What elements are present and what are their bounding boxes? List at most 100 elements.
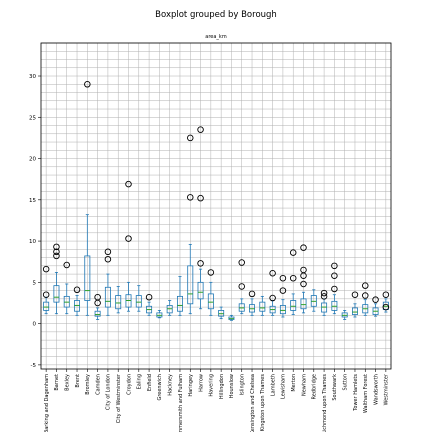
x-tick-label: Wandsworth — [373, 374, 379, 405]
chart-subtitle: area_km — [205, 34, 227, 40]
x-tick-label: Croydon — [126, 374, 132, 395]
flier-point — [238, 259, 245, 266]
flier-point — [145, 293, 153, 301]
flier-point — [104, 248, 112, 256]
flier-point — [248, 290, 256, 298]
plot-frame — [40, 42, 392, 370]
x-tick-label: Lambeth — [270, 374, 276, 396]
flier-point — [289, 274, 297, 282]
x-tick-label: Greenwich — [157, 374, 163, 401]
box — [84, 255, 91, 301]
flier-point — [300, 280, 307, 288]
box — [135, 295, 142, 308]
x-tick-label: Hammersmith and Fulham — [178, 374, 184, 432]
box — [104, 286, 111, 308]
x-tick-label: Redbridge — [312, 374, 318, 400]
x-tick-label: Waltham Forest — [363, 374, 369, 413]
flier-point — [197, 260, 204, 267]
x-tick-label: Bexley — [65, 374, 71, 391]
flier-point — [331, 262, 338, 270]
flier-point — [372, 296, 379, 303]
flier-point — [42, 291, 50, 298]
y-tick-label: 0 — [33, 322, 37, 328]
y-axis: -5 0 5 10 15 20 25 30 — [29, 74, 41, 369]
flier-point — [320, 293, 328, 300]
box — [187, 265, 194, 305]
x-tick-label: Barnet — [54, 374, 60, 391]
flier-point — [279, 287, 287, 294]
flier-point — [197, 194, 204, 202]
box — [290, 300, 297, 311]
flier-point — [207, 269, 215, 276]
y-tick-label: 30 — [29, 74, 36, 80]
y-tick-label: 10 — [29, 239, 36, 245]
x-tick-label: Haringey — [188, 374, 194, 397]
x-tick-label: Sutton — [342, 374, 348, 391]
flier-point — [362, 292, 369, 299]
flier-point — [104, 255, 112, 263]
flier-point — [269, 270, 276, 277]
box — [197, 281, 204, 300]
flier-point — [331, 272, 338, 279]
boxes — [42, 81, 390, 321]
flier-point — [289, 249, 297, 256]
y-tick-label: 15 — [29, 198, 36, 204]
x-tick-label: Camden — [95, 374, 101, 395]
flier-point — [187, 194, 194, 201]
x-tick-label: Hackney — [167, 374, 173, 396]
x-tick-label: City of London — [106, 374, 112, 410]
flier-point — [320, 289, 328, 297]
y-tick-label: 20 — [29, 157, 36, 163]
x-tick-label: Southwark — [332, 374, 338, 401]
flier-point — [187, 134, 194, 142]
x-axis: Barking and Dagenham Barnet Bexley Brent Bro… — [44, 369, 390, 432]
x-tick-label: Kingston upon Thames — [260, 374, 266, 432]
flier-point — [53, 252, 60, 260]
y-tick-label: 25 — [29, 115, 36, 121]
x-tick-label: Hounslow — [229, 374, 235, 398]
flier-point — [300, 266, 307, 274]
x-tick-label: Harrow — [198, 374, 204, 392]
chart-title: Boxplot grouped by Borough — [155, 10, 277, 20]
flier-point — [279, 274, 287, 282]
flier-point — [300, 244, 307, 251]
x-tick-label: Islington — [240, 374, 246, 395]
x-tick-label: Merton — [291, 374, 297, 392]
flier-point — [42, 265, 50, 273]
flier-point — [94, 293, 101, 301]
x-tick-label: Barking and Dagenham — [44, 374, 50, 432]
y-tick-label: -5 — [31, 363, 37, 369]
flier-point — [382, 291, 390, 298]
x-tick-label: Hillingdon — [219, 374, 225, 399]
x-tick-label: Ealing — [137, 374, 143, 389]
x-tick-label: Brent — [75, 374, 81, 388]
box — [115, 295, 122, 310]
flier-point — [73, 286, 81, 294]
box — [53, 285, 60, 303]
box — [279, 305, 286, 315]
grid — [41, 42, 391, 369]
flier-point — [238, 283, 245, 290]
box — [351, 307, 358, 315]
flier-point — [269, 294, 276, 302]
flier-point — [351, 291, 359, 298]
flier-point — [63, 261, 70, 269]
x-tick-label: Westminster — [384, 373, 390, 405]
box — [207, 293, 214, 310]
flier-point — [84, 81, 91, 88]
flier-point — [362, 282, 369, 289]
x-tick-label: Bromley — [85, 374, 91, 395]
flier-point — [125, 180, 132, 188]
flier-point — [197, 126, 204, 133]
x-tick-label: Tower Hamlets — [353, 374, 359, 412]
x-tick-label: Kensington and Chelsea — [250, 374, 256, 432]
box — [94, 310, 101, 317]
box — [176, 295, 183, 312]
box — [259, 301, 266, 312]
x-tick-label: Enfield — [147, 374, 153, 391]
flier-point — [53, 248, 60, 256]
x-tick-label: Richmond upon Thames — [322, 374, 328, 432]
flier-point — [382, 303, 390, 311]
flier-point — [331, 285, 338, 293]
